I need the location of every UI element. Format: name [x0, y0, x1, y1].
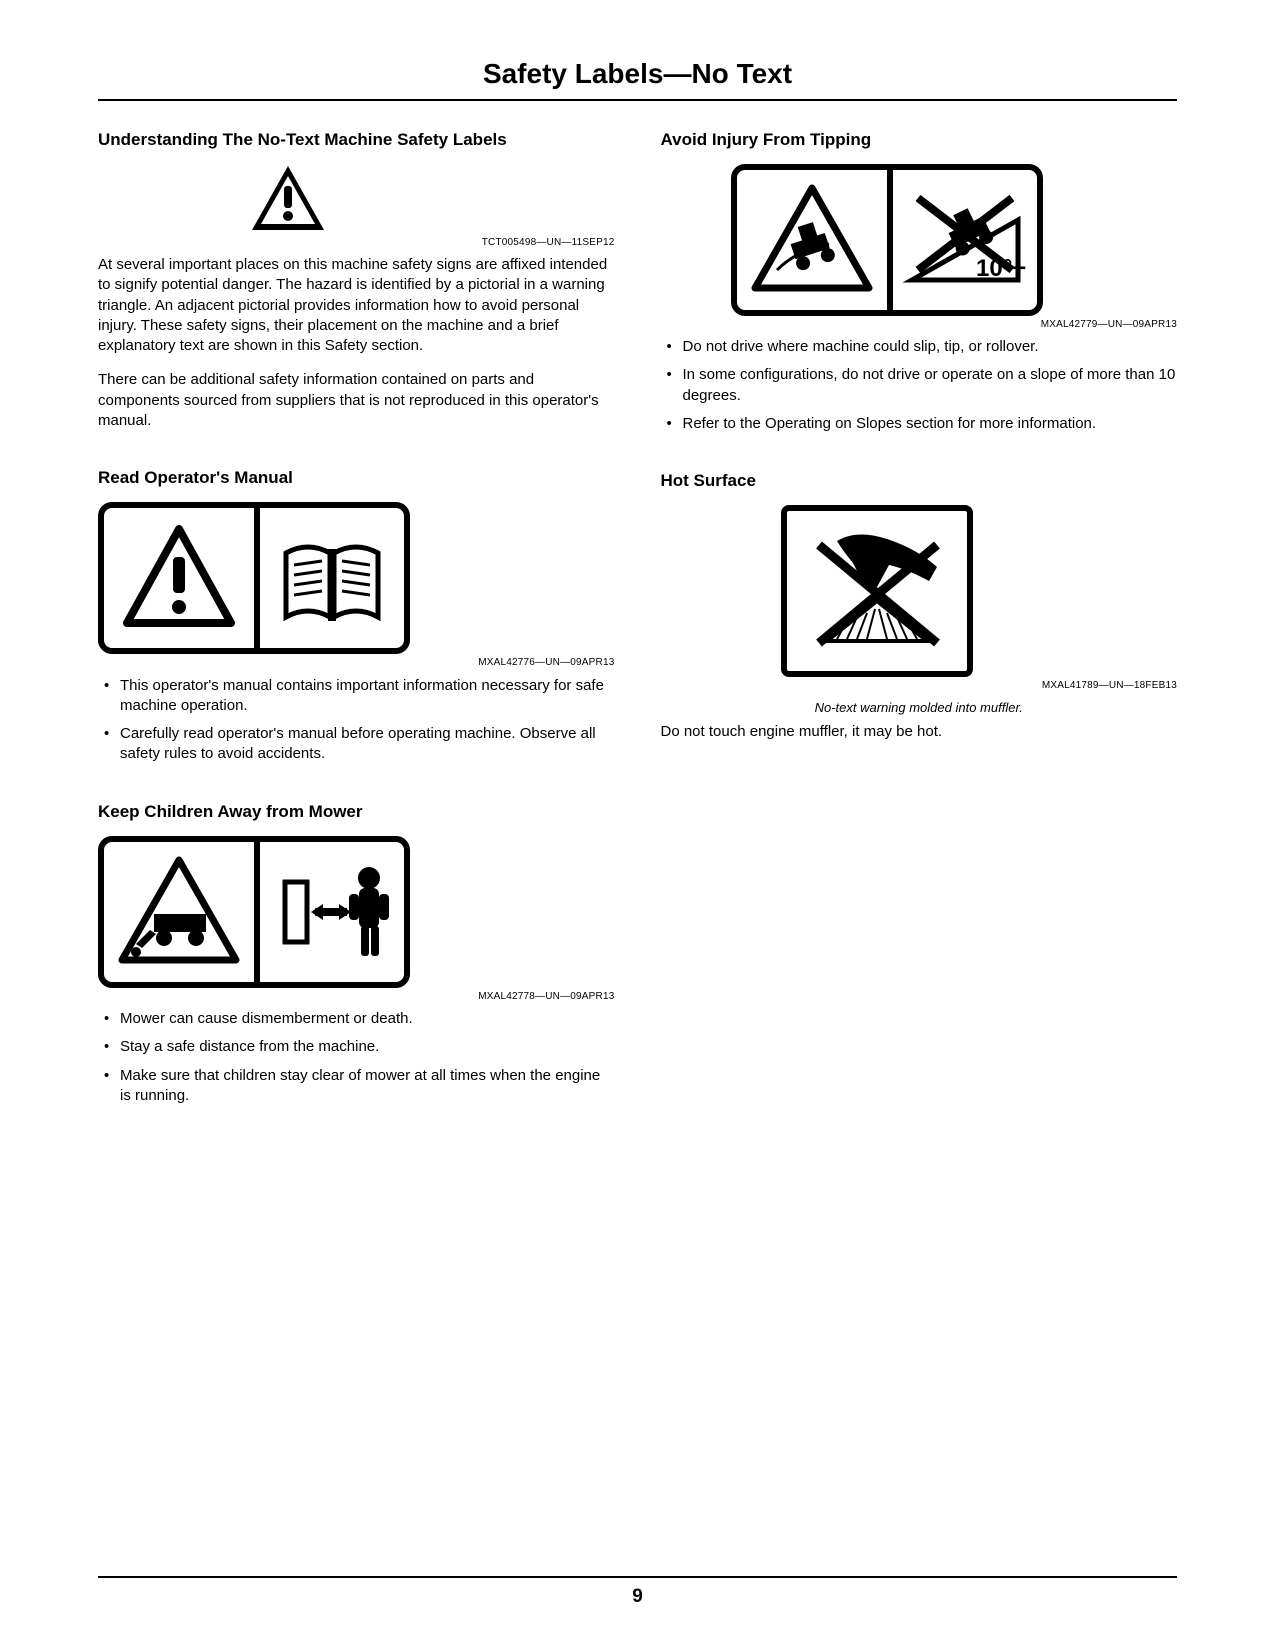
list-item: Do not drive where machine could slip, t…: [661, 337, 1178, 357]
hazard-cell: [104, 842, 254, 982]
footer-rule: [98, 1576, 1177, 1578]
safety-label-box: [98, 836, 410, 988]
section-avoid-tipping: Avoid Injury From Tipping: [661, 129, 1178, 434]
figure-code: MXAL42779—UN—09APR13: [661, 318, 1178, 332]
bullet-list: Do not drive where machine could slip, t…: [661, 337, 1178, 434]
hazard-cell: [737, 170, 887, 310]
tipping-triangle-icon: [747, 180, 877, 300]
bullet-list: Mower can cause dismemberment or death. …: [98, 1009, 615, 1106]
hot-surface-icon: [797, 521, 957, 661]
tipping-figure: 10°+: [661, 164, 1178, 316]
safety-label-box: 10°+: [731, 164, 1043, 316]
page-number: 9: [0, 1584, 1275, 1610]
bullet-list: This operator's manual contains importan…: [98, 676, 615, 765]
list-item: In some configurations, do not drive or …: [661, 365, 1178, 406]
list-item: This operator's manual contains importan…: [98, 676, 615, 717]
no-slope-icon: 10°+: [900, 180, 1030, 300]
body-paragraph: Do not touch engine muffler, it may be h…: [661, 722, 1178, 742]
right-column: Avoid Injury From Tipping: [661, 129, 1178, 1142]
content-columns: Understanding The No-Text Machine Safety…: [98, 129, 1177, 1142]
section-read-manual: Read Operator's Manual: [98, 467, 615, 764]
section-keep-children-away: Keep Children Away from Mower: [98, 801, 615, 1106]
section-hot-surface: Hot Surface: [661, 470, 1178, 742]
figure-code: MXAL41789—UN—18FEB13: [661, 679, 1178, 693]
body-paragraph: There can be additional safety informati…: [98, 370, 615, 431]
list-item: Mower can cause dismemberment or death.: [98, 1009, 615, 1029]
hazard-cell: [787, 511, 967, 671]
children-away-figure: [98, 836, 615, 988]
body-paragraph: At several important places on this mach…: [98, 255, 615, 356]
avoidance-cell: [254, 508, 404, 648]
section-title: Keep Children Away from Mower: [98, 801, 615, 824]
section-title: Read Operator's Manual: [98, 467, 615, 490]
safety-label-box: [781, 505, 973, 677]
figure-code: MXAL42778—UN—09APR13: [98, 990, 615, 1004]
list-item: Refer to the Operating on Slopes section…: [661, 414, 1178, 434]
hot-surface-figure: [661, 505, 1178, 677]
svg-text:10°+: 10°+: [976, 255, 1026, 282]
avoidance-cell: [254, 842, 404, 982]
avoidance-cell: 10°+: [887, 170, 1037, 310]
safety-label-box: [98, 502, 410, 654]
open-book-icon: [272, 523, 392, 633]
stay-away-person-icon: [267, 852, 397, 972]
left-column: Understanding The No-Text Machine Safety…: [98, 129, 615, 1142]
read-manual-figure: [98, 502, 615, 654]
mower-hazard-icon: [114, 852, 244, 972]
list-item: Stay a safe distance from the machine.: [98, 1037, 615, 1057]
hazard-cell: [104, 508, 254, 648]
figure-code: MXAL42776—UN—09APR13: [98, 656, 615, 670]
figure-code: TCT005498—UN—11SEP12: [98, 236, 615, 250]
warning-triangle-figure: [98, 164, 615, 234]
section-title: Hot Surface: [661, 470, 1178, 493]
section-title: Understanding The No-Text Machine Safety…: [98, 129, 615, 152]
section-title: Avoid Injury From Tipping: [661, 129, 1178, 152]
list-item: Make sure that children stay clear of mo…: [98, 1066, 615, 1107]
page-title: Safety Labels—No Text: [98, 55, 1177, 101]
exclamation-triangle-icon: [119, 523, 239, 633]
figure-caption: No-text warning molded into muffler.: [661, 699, 1178, 717]
warning-triangle-icon: [248, 164, 328, 234]
section-understanding: Understanding The No-Text Machine Safety…: [98, 129, 615, 431]
list-item: Carefully read operator's manual before …: [98, 724, 615, 765]
